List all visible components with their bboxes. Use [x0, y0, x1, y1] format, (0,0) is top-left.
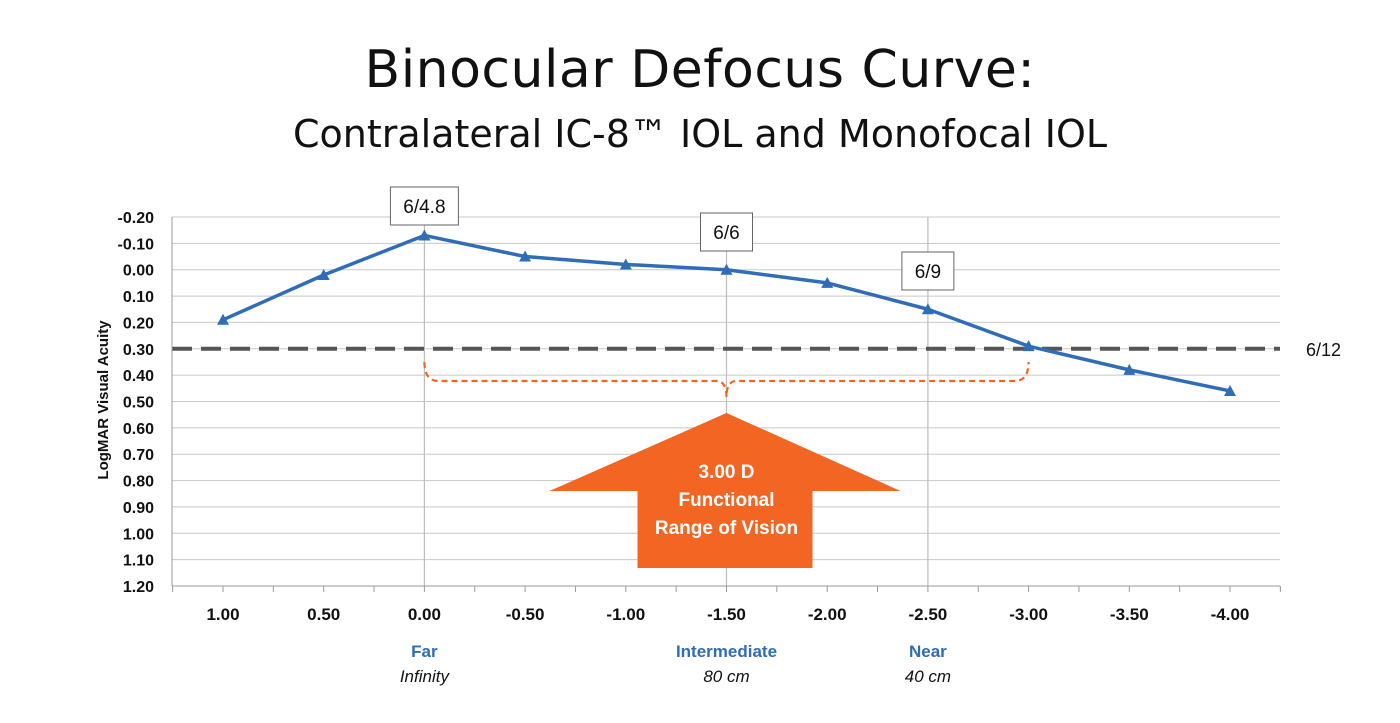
annotation-box [700, 212, 753, 252]
annotation-label: 6/4.8 [403, 197, 445, 218]
y-tick-label: 1.00 [123, 526, 154, 543]
annotation-box [901, 251, 955, 291]
chart-title: Binocular Defocus Curve: [364, 40, 1036, 100]
y-tick-label: 0.40 [123, 368, 154, 385]
zone-name-label: Far [411, 642, 438, 661]
y-tick-label: 0.80 [123, 474, 154, 491]
x-tick-label: 1.00 [206, 605, 239, 624]
data-point [921, 303, 934, 315]
annotation-label: 6/6 [713, 223, 739, 244]
y-tick-label: 1.20 [123, 579, 154, 596]
x-tick-label: 0.50 [307, 605, 340, 624]
y-tick-label: 0.60 [123, 421, 154, 438]
y-tick-label: -0.10 [118, 236, 155, 253]
x-tick-label: 0.00 [408, 605, 441, 624]
y-tick-label: 1.10 [123, 553, 154, 570]
zone-sub-label: 80 cm [703, 667, 749, 686]
y-tick-label: 0.50 [123, 395, 154, 412]
x-tick-label: -1.50 [707, 605, 746, 624]
x-tick-label: -0.50 [506, 605, 545, 624]
reference-line-group: 6/12 [172, 340, 1341, 360]
data-point [217, 313, 229, 325]
annotation-box [389, 186, 459, 226]
range-bracket [423, 361, 1030, 398]
x-tick-label: -3.50 [1110, 605, 1149, 624]
series-group [217, 229, 1236, 396]
y-tick-label: -0.20 [118, 210, 155, 227]
x-tick-label: -2.50 [909, 605, 948, 624]
y-tick-label: 0.30 [123, 342, 154, 359]
range-bracket-group [423, 361, 1030, 398]
data-point [418, 229, 431, 241]
data-point [720, 263, 733, 275]
x-tick-label: -4.00 [1211, 605, 1250, 624]
y-tick-label: 0.10 [123, 289, 154, 306]
y-tick-label: 0.90 [123, 500, 154, 517]
annotation-label: 6/9 [915, 262, 941, 283]
range-arrow [549, 413, 901, 568]
zone-name-label: Near [909, 642, 947, 661]
range-arrow-text: 3.00 D [699, 462, 755, 483]
zone-sub-label: 40 cm [905, 667, 951, 686]
y-tick-label: 0.20 [123, 315, 154, 332]
x-tick-label: -3.00 [1009, 605, 1048, 624]
y-tick-label: 0.00 [123, 263, 154, 280]
range-arrow-text: Functional [678, 490, 774, 511]
annotations-group: 6/4.8 6/6 6/9 [389, 186, 955, 291]
range-arrow-group: 3.00 D Functional Range of Vision [549, 413, 901, 568]
zone-name-label: Intermediate [676, 642, 777, 661]
axes-group: -0.20 -0.10 0.00 0.10 0.20 0.30 0.40 0.50 0.60 0.… [118, 210, 1281, 686]
data-point [619, 258, 632, 270]
range-arrow-text: Range of Vision [655, 518, 798, 539]
data-point [821, 276, 834, 288]
x-tick-label: -2.00 [808, 605, 847, 624]
x-tick-label: -1.00 [606, 605, 645, 624]
reference-line-label: 6/12 [1306, 340, 1341, 360]
y-axis-label: LogMAR Visual Acuity [95, 320, 112, 480]
chart-subtitle: Contralateral IC-8™ IOL and Monofocal IO… [292, 112, 1108, 156]
data-point [317, 268, 330, 280]
y-tick-label: 0.70 [123, 447, 154, 464]
data-point [1123, 363, 1136, 375]
data-point [1022, 340, 1035, 352]
data-point [519, 250, 532, 262]
zone-sub-label: Infinity [400, 667, 451, 686]
data-point [1224, 384, 1236, 396]
